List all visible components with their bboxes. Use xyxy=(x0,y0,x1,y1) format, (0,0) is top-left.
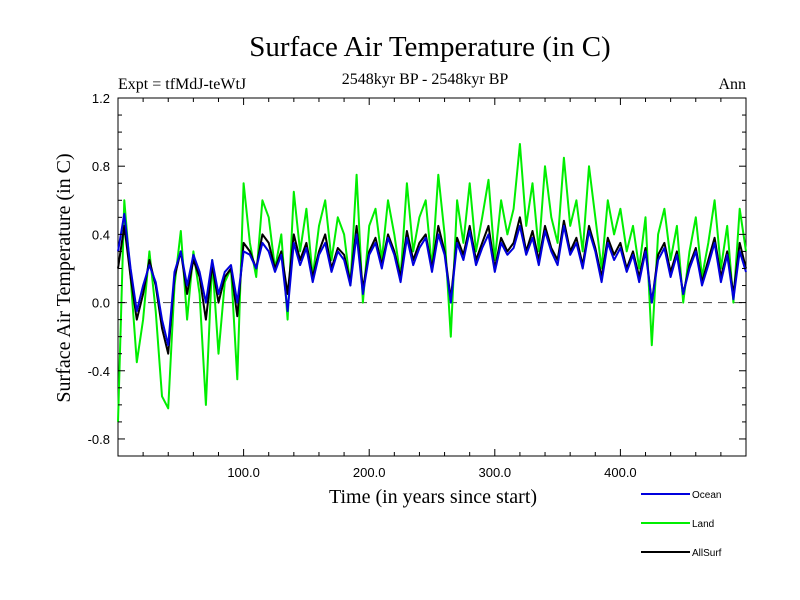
series-lines xyxy=(117,143,747,422)
period-label: 2548kyr BP - 2548kyr BP xyxy=(342,71,509,88)
x-tick-label: 200.0 xyxy=(353,465,386,480)
chart-title: Surface Air Temperature (in C) xyxy=(249,31,610,63)
y-axis-label: Surface Air Temperature (in C) xyxy=(53,153,75,402)
legend-label-ocean: Ocean xyxy=(692,490,721,501)
y-axis-ticks: -0.8 -0.4 0.0 0.4 0.8 1.2 xyxy=(88,91,746,457)
experiment-label: Expt = tfMdJ-teWtJ xyxy=(118,76,246,93)
x-tick-label: 100.0 xyxy=(227,465,260,480)
y-tick-label: 0.0 xyxy=(92,296,110,311)
y-tick-label: 0.4 xyxy=(92,227,110,242)
x-tick-label: 400.0 xyxy=(604,465,637,480)
x-axis-label: Time (in years since start) xyxy=(329,486,537,508)
series-line-land xyxy=(117,143,747,422)
season-label: Ann xyxy=(718,76,746,93)
series-line-ocean xyxy=(117,212,747,347)
plot-frame xyxy=(117,97,747,457)
plot-border xyxy=(117,97,747,457)
y-tick-label: 0.8 xyxy=(92,159,110,174)
legend-label-land: Land xyxy=(692,519,714,530)
y-tick-label: -0.8 xyxy=(88,432,110,447)
y-tick-label: -0.4 xyxy=(88,364,110,379)
y-tick-label: 1.2 xyxy=(92,91,110,106)
legend: Ocean Land AllSurf xyxy=(641,490,722,559)
legend-label-allsurf: AllSurf xyxy=(692,548,722,559)
x-axis-ticks: 100.0 200.0 300.0 400.0 xyxy=(142,98,722,480)
x-tick-label: 300.0 xyxy=(479,465,512,480)
